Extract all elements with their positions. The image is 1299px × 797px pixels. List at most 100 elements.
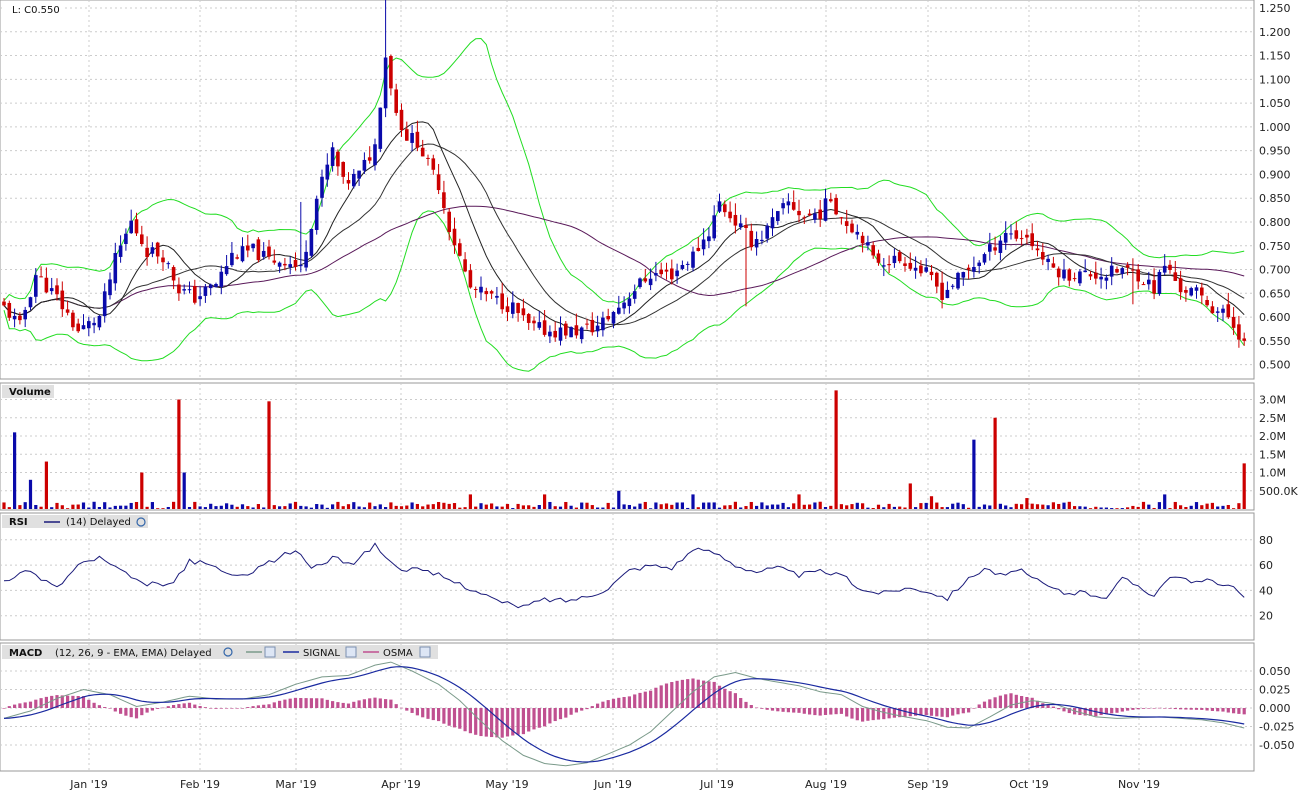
candle-body — [1125, 265, 1130, 268]
osma-bar — [230, 708, 234, 709]
volume-bar — [262, 507, 266, 509]
osma-bar — [320, 698, 324, 708]
candle-body — [574, 325, 579, 336]
candle-body — [383, 57, 388, 109]
osma-bar — [1242, 708, 1246, 715]
osma-bar — [553, 708, 557, 722]
osma-bar — [119, 708, 123, 714]
osma-bar — [834, 708, 838, 715]
candle-body — [956, 272, 960, 289]
rsi-settings-icon[interactable] — [136, 517, 146, 527]
volume-bar — [903, 507, 907, 509]
volume-bar — [97, 507, 101, 509]
candle-body — [908, 262, 913, 269]
volume-axis-label: 500.0K — [1259, 485, 1298, 498]
candle-body — [664, 269, 669, 272]
osma-bar — [235, 708, 239, 709]
candle-body — [866, 242, 870, 246]
candle-body — [935, 272, 939, 287]
volume-axis-label: 3.0M — [1259, 394, 1286, 407]
candle-body — [251, 243, 255, 249]
candle-body — [643, 278, 648, 282]
osma-bar — [150, 708, 154, 711]
osma-bar — [1110, 708, 1114, 714]
osma-bar — [103, 707, 107, 708]
candle-body — [786, 201, 791, 206]
signal-toggle[interactable] — [345, 646, 357, 658]
price-axis-label: 0.600 — [1259, 311, 1291, 324]
volume-bar — [156, 508, 160, 509]
candle-body — [680, 264, 685, 269]
osma-bar — [410, 708, 414, 713]
osma-bar — [511, 708, 515, 736]
volume-bar — [293, 501, 298, 509]
macd-axis-label: 0.025 — [1259, 684, 1291, 697]
volume-bar — [341, 506, 345, 509]
osma-bar — [967, 708, 971, 713]
candle-body — [834, 197, 838, 215]
volume-bar — [1242, 463, 1246, 509]
volume-bar — [251, 507, 255, 509]
osma-bar — [203, 707, 207, 708]
candle-body — [595, 325, 600, 332]
candle-body — [892, 255, 897, 264]
osma-toggle[interactable] — [419, 646, 431, 658]
volume-bar — [633, 506, 637, 509]
volume-bar — [1152, 507, 1156, 509]
candle-body — [1003, 232, 1008, 243]
volume-bar — [1004, 505, 1008, 509]
candle-body — [203, 286, 208, 296]
candle-body — [2, 301, 6, 306]
candle-body — [1210, 306, 1215, 314]
macd-settings-icon[interactable] — [223, 647, 233, 657]
volume-bar — [283, 506, 287, 509]
osma-bar — [1152, 708, 1156, 709]
candle-body — [723, 204, 727, 213]
osma-bar — [590, 706, 594, 708]
candle-body — [373, 144, 377, 166]
osma-bar — [643, 691, 647, 708]
osma-bar — [1025, 696, 1029, 708]
volume-bar — [707, 502, 711, 509]
candle-body — [34, 275, 38, 297]
candle-body — [579, 327, 584, 340]
macd-axis-label: -0.025 — [1259, 721, 1294, 734]
bollinger-lower-line — [3, 210, 1245, 372]
volume-bar — [792, 503, 796, 509]
macd-line-toggle[interactable] — [264, 646, 276, 658]
osma-bar — [1163, 708, 1167, 709]
candle-body — [961, 272, 966, 278]
volume-bar — [622, 504, 626, 509]
osma-bar — [124, 708, 128, 716]
osma-bar — [564, 708, 568, 718]
osma-bar — [696, 679, 700, 708]
osma-bar — [495, 708, 499, 738]
candle-body — [929, 271, 934, 276]
candle-body — [246, 245, 250, 251]
candle-body — [346, 180, 351, 184]
volume-bar — [76, 504, 80, 509]
candle-body — [357, 170, 361, 179]
volume-bar — [548, 501, 552, 509]
volume-bar — [876, 504, 881, 509]
osma-bar — [140, 708, 144, 716]
candle-body — [1030, 233, 1034, 247]
candle-body — [500, 293, 504, 310]
candle-body — [1072, 278, 1077, 280]
volume-bar — [728, 505, 732, 509]
volume-bar — [389, 502, 393, 509]
osma-bar — [691, 678, 695, 708]
volume-bar — [108, 507, 112, 509]
candle-body — [44, 277, 49, 293]
volume-bar — [384, 507, 388, 509]
candle-body — [1014, 230, 1019, 239]
osma-bar — [474, 708, 478, 735]
osma-bar — [1173, 708, 1177, 710]
osma-bar — [1004, 694, 1008, 708]
volume-bar — [691, 494, 695, 509]
osma-bar — [1205, 708, 1209, 711]
candle-body — [972, 266, 976, 272]
candle-body — [267, 246, 271, 257]
osma-bar — [145, 708, 149, 713]
volume-bar — [44, 461, 48, 509]
